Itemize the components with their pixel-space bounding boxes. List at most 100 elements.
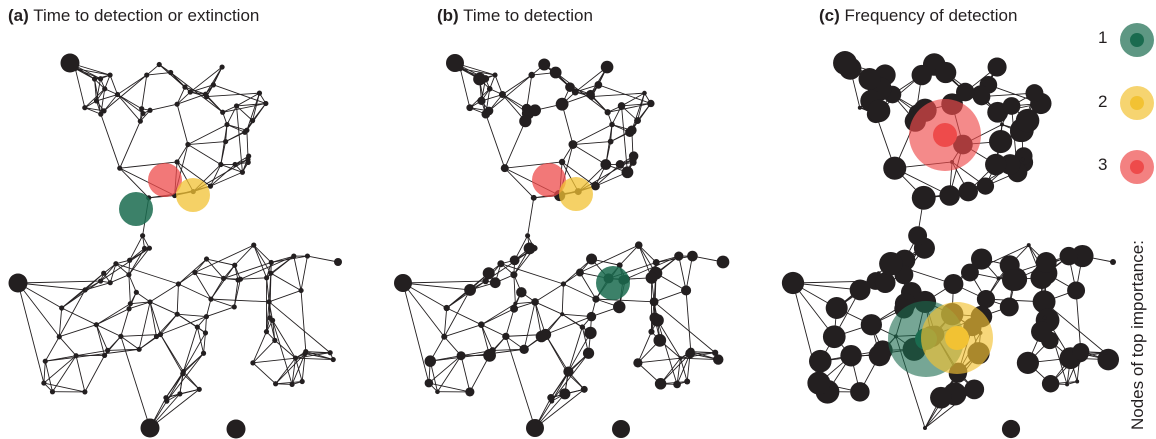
edge	[177, 313, 207, 318]
edge	[690, 351, 716, 354]
node	[645, 271, 658, 284]
edge	[149, 388, 200, 429]
node	[264, 275, 270, 281]
node	[153, 333, 160, 340]
edge	[176, 91, 191, 105]
edge	[534, 301, 563, 315]
node	[713, 354, 724, 365]
edge	[480, 324, 494, 351]
edge	[110, 274, 130, 284]
edge	[444, 324, 482, 338]
node	[147, 107, 153, 113]
node	[424, 355, 437, 367]
node	[568, 140, 578, 149]
edge	[17, 282, 86, 291]
node	[466, 104, 474, 112]
edge	[160, 334, 184, 372]
edge	[120, 335, 140, 350]
node	[883, 156, 907, 180]
edge	[61, 280, 101, 309]
node	[519, 344, 529, 355]
edge	[117, 94, 141, 122]
edge	[545, 316, 592, 335]
node	[678, 356, 683, 361]
node	[498, 91, 506, 99]
edge	[307, 255, 339, 263]
node	[168, 69, 174, 76]
panel-c-title: (c) Frequency of detection	[819, 6, 1017, 26]
node	[156, 61, 162, 68]
edge	[504, 120, 526, 169]
edge	[141, 74, 148, 109]
node	[526, 419, 544, 437]
edge	[128, 247, 150, 276]
node	[580, 385, 588, 393]
node	[136, 346, 142, 352]
edge	[293, 256, 302, 291]
node	[510, 304, 519, 313]
node	[600, 60, 614, 74]
edge	[103, 74, 148, 112]
edge	[84, 107, 101, 115]
node	[654, 378, 667, 390]
edge	[52, 355, 77, 392]
edge	[206, 66, 223, 97]
node	[126, 306, 132, 312]
node	[531, 298, 539, 306]
edge	[236, 105, 253, 121]
edge	[234, 244, 255, 266]
node	[1026, 243, 1031, 248]
edge	[246, 103, 267, 131]
highlight-node-rank-3	[148, 163, 182, 197]
panel-a-letter: (a)	[8, 6, 29, 25]
edge	[58, 307, 63, 337]
edge	[459, 68, 471, 108]
node	[613, 300, 626, 314]
node	[850, 382, 870, 402]
node	[652, 258, 660, 266]
edge	[100, 88, 106, 115]
edge	[226, 105, 237, 125]
node	[571, 88, 579, 96]
node	[629, 155, 637, 164]
edge	[572, 141, 611, 145]
edge	[252, 331, 267, 364]
edge	[109, 74, 118, 95]
node	[292, 355, 299, 361]
highlight-node-core-rank-2	[945, 326, 969, 350]
node	[224, 121, 230, 128]
edge	[120, 308, 130, 337]
edge	[120, 336, 151, 429]
edge	[268, 290, 302, 303]
edge	[563, 283, 597, 300]
node	[586, 311, 597, 322]
edge	[196, 326, 204, 354]
node	[107, 280, 113, 286]
node	[220, 109, 226, 115]
node	[607, 138, 614, 145]
node	[609, 121, 615, 128]
node	[686, 347, 695, 356]
edge	[149, 301, 157, 337]
edge	[572, 124, 613, 145]
node	[879, 251, 903, 276]
node	[226, 419, 246, 439]
node	[604, 109, 611, 116]
edge	[223, 264, 236, 279]
edge	[621, 103, 651, 107]
edge	[572, 144, 607, 165]
node	[101, 108, 107, 114]
node	[133, 289, 139, 295]
edge	[128, 301, 151, 310]
edge	[115, 263, 179, 285]
node	[673, 380, 681, 389]
node	[528, 71, 536, 79]
edge	[206, 92, 260, 98]
node	[970, 248, 993, 270]
node	[486, 86, 493, 92]
node	[560, 281, 567, 287]
node	[8, 273, 28, 293]
node	[958, 181, 978, 202]
node	[263, 100, 269, 107]
node	[939, 185, 960, 206]
